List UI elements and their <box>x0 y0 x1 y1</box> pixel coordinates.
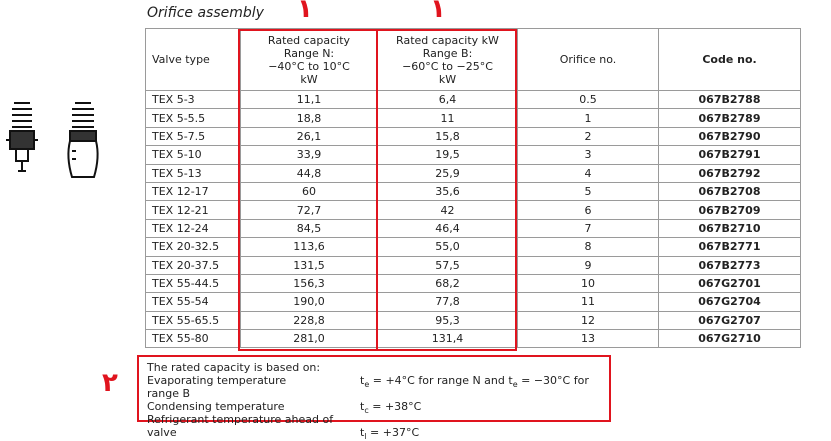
table-row: TEX 20-37.5 131,5 57,5 9 067B2773 <box>145 255 801 275</box>
note-box: The rated capacity is based on: Evaporat… <box>137 355 611 441</box>
header-line: kW <box>300 72 318 86</box>
table-cell: 10 <box>517 273 659 294</box>
table-cell: 4 <box>517 163 659 183</box>
table-cell: TEX 55-54 <box>145 292 241 312</box>
table-cell: 067B2791 <box>658 145 801 165</box>
header-cell: Code no. <box>658 28 801 91</box>
table-cell: TEX 20-37.5 <box>145 255 241 275</box>
header-cell: Valve type <box>145 28 241 91</box>
note-line: Condensing temperature tc = +38°C <box>147 400 601 416</box>
table-cell: 067G2701 <box>658 273 801 294</box>
table-cell: 067B2710 <box>658 218 801 239</box>
table-cell: TEX 20-32.5 <box>145 237 241 257</box>
table-cell: 2 <box>517 126 659 147</box>
header-line: Rated capacity kW <box>396 33 499 47</box>
table-cell: 281,0 <box>240 329 378 349</box>
table-cell: 067B2771 <box>658 237 801 257</box>
table-cell: TEX 5-10 <box>145 145 241 165</box>
annotation-mark: ۱ <box>430 0 446 24</box>
table-cell: 6,4 <box>377 89 518 110</box>
note-text: = +4°C for range N and t <box>369 374 513 387</box>
table-cell: TEX 5-5.5 <box>145 108 241 128</box>
annotation-mark: ۲ <box>102 368 118 398</box>
header-cell: Rated capacity Range N: −40°C to 10°C kW <box>240 28 378 91</box>
table-cell: TEX 55-80 <box>145 329 241 349</box>
table-row: TEX 12-21 72,7 42 6 067B2709 <box>145 200 801 220</box>
note-symbol: t <box>360 374 365 387</box>
note-label: Evaporating temperature <box>147 374 287 387</box>
table-cell: 0.5 <box>517 89 659 110</box>
table-cell: 6 <box>517 200 659 220</box>
table-row: TEX 5-3 11,1 6,4 0.5 067B2788 <box>145 89 801 110</box>
table-cell: 57,5 <box>377 255 518 275</box>
table-cell: 131,4 <box>377 329 518 349</box>
header-line: Valve type <box>152 53 210 66</box>
table-cell: TEX 12-21 <box>145 200 241 220</box>
table-row: TEX 55-80 281,0 131,4 13 067G2710 <box>145 329 801 349</box>
table-cell: TEX 5-3 <box>145 89 241 110</box>
table-cell: 067B2773 <box>658 255 801 275</box>
title: Orifice assembly <box>147 5 264 21</box>
table-cell: TEX 12-17 <box>145 181 241 202</box>
table-cell: 067G2707 <box>658 310 801 331</box>
table-cell: 3 <box>517 145 659 165</box>
header-cell: Orifice no. <box>517 28 659 91</box>
table-cell: 11 <box>517 292 659 312</box>
note-subscript: c <box>364 406 369 416</box>
table-cell: 12 <box>517 310 659 331</box>
table-cell: 067B2708 <box>658 181 801 202</box>
note-text: = −30°C for range B <box>147 374 589 400</box>
table-cell: 13 <box>517 329 659 349</box>
table-cell: 067B2709 <box>658 200 801 220</box>
table-cell: 25,9 <box>377 163 518 183</box>
header-line: −60°C to −25°C <box>402 59 493 73</box>
table-cell: 067B2790 <box>658 126 801 147</box>
note-label: Refrigerant temperature ahead of valve <box>147 413 334 439</box>
header-line: Orifice no. <box>559 53 617 66</box>
table-cell: 067B2789 <box>658 108 801 128</box>
table-cell: TEX 5-13 <box>145 163 241 183</box>
note-symbol: t <box>360 400 365 413</box>
note-subscript: e <box>364 380 370 390</box>
highlight-box <box>238 29 378 351</box>
table-row: TEX 20-32.5 113,6 55,0 8 067B2771 <box>145 237 801 257</box>
note-line: Refrigerant temperature ahead of valve tl… <box>147 413 601 441</box>
note-text: = +38°C <box>368 400 422 413</box>
orifice-table: Valve type Rated capacity Range N: −40°C to… <box>145 28 801 349</box>
table-cell: TEX 55-44.5 <box>145 273 241 294</box>
note-line: Evaporating temperature te = +4°C for ran… <box>147 374 601 400</box>
table-row: TEX 5-7.5 26,1 15,8 2 067B2790 <box>145 126 801 147</box>
table-row: TEX 5-5.5 18,8 11 1 067B2789 <box>145 108 801 128</box>
header-line: kW <box>438 72 457 86</box>
valve-icons <box>6 102 99 178</box>
header-line: Rated capacity <box>267 33 351 47</box>
table-cell: 067G2704 <box>658 292 801 312</box>
note-label: Condensing temperature <box>147 400 285 413</box>
table-cell: 067B2788 <box>658 89 801 110</box>
table-cell: 067B2792 <box>658 163 801 183</box>
table-row: TEX 5-13 44,8 25,9 4 067B2792 <box>145 163 801 183</box>
header-line: Range N: <box>283 46 335 60</box>
page: Orifice assembly ۱ ۱ ۲ Valve type Rated c… <box>6 0 801 441</box>
table-cell: TEX 5-7.5 <box>145 126 241 147</box>
annotation-mark: ۱ <box>297 0 313 24</box>
table-cell: TEX 55-65.5 <box>145 310 241 331</box>
highlight-box <box>376 29 517 351</box>
table-cell: 113,6 <box>240 237 378 257</box>
note-subscript: e <box>512 380 518 390</box>
table-cell: TEX 12-24 <box>145 218 241 239</box>
table-cell: 067G2710 <box>658 329 801 349</box>
note-intro: The rated capacity is based on: <box>147 361 321 374</box>
header-line: Code no. <box>702 53 757 66</box>
table-cell: 8 <box>517 237 659 257</box>
table-row: TEX 5-10 33,9 19,5 3 067B2791 <box>145 145 801 165</box>
table-cell: 1 <box>517 108 659 128</box>
note-text: = +37°C <box>366 426 420 439</box>
table-cell: 9 <box>517 255 659 275</box>
table-cell: 5 <box>517 181 659 202</box>
header-line: −40°C to 10°C <box>268 59 350 73</box>
header-line: Range B: <box>422 46 473 60</box>
table-cell: 7 <box>517 218 659 239</box>
